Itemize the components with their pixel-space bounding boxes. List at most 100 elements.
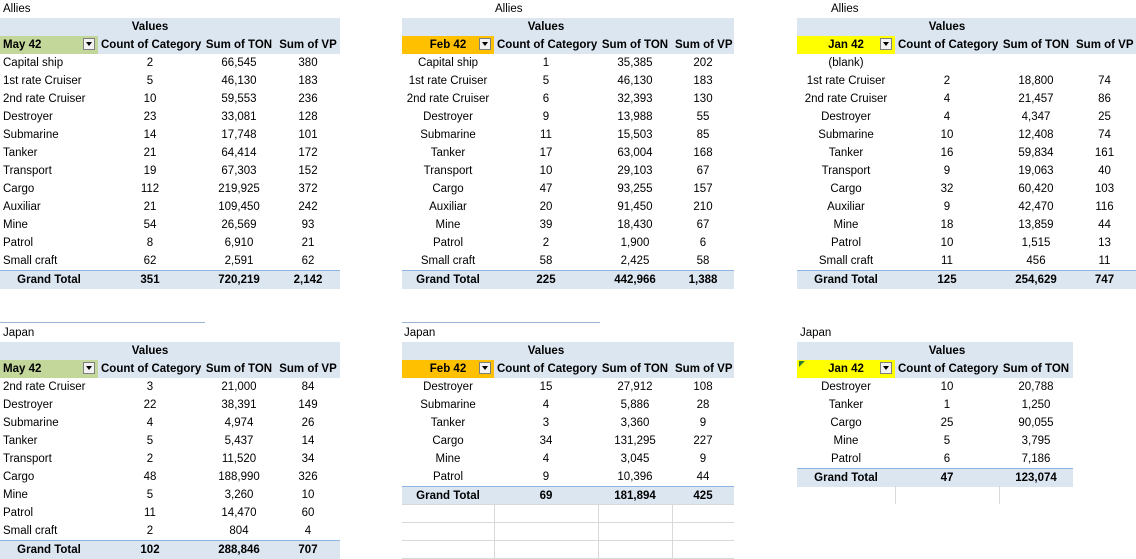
count-cell[interactable]: 10 (895, 126, 999, 144)
ton-cell[interactable]: 11,520 (202, 450, 276, 468)
ton-cell[interactable]: 19,063 (999, 162, 1073, 180)
ton-cell[interactable]: 6,910 (202, 234, 276, 252)
vp-cell[interactable]: 25 (1073, 108, 1136, 126)
ton-cell[interactable]: 29,103 (598, 162, 672, 180)
count-cell[interactable]: 14 (98, 126, 202, 144)
ton-cell[interactable]: 33,081 (202, 108, 276, 126)
count-cell[interactable]: 4 (494, 396, 598, 414)
category-cell[interactable]: Cargo (0, 468, 98, 486)
category-cell[interactable]: 2nd rate Cruiser (0, 378, 98, 396)
ton-cell[interactable]: 4,974 (202, 414, 276, 432)
ton-cell[interactable]: 2,425 (598, 252, 672, 271)
ton-cell[interactable]: 7,186 (999, 450, 1073, 469)
ton-cell[interactable]: 5,886 (598, 396, 672, 414)
count-cell[interactable] (895, 54, 999, 72)
filter-dropdown-icon[interactable] (880, 38, 892, 50)
ton-cell[interactable]: 1,250 (999, 396, 1073, 414)
vp-cell[interactable]: 210 (672, 198, 734, 216)
ton-cell[interactable]: 188,990 (202, 468, 276, 486)
vp-cell[interactable]: 74 (1073, 72, 1136, 90)
ton-cell[interactable]: 20,788 (999, 378, 1073, 396)
sum-of-vp-header[interactable]: Sum of VP (672, 36, 734, 54)
vp-cell[interactable]: 4 (276, 522, 340, 541)
total-count-cell[interactable]: 351 (98, 271, 202, 290)
sum-of-vp-header[interactable]: Sum of VP (276, 360, 340, 378)
sum-of-ton-header[interactable]: Sum of TON (999, 36, 1073, 54)
category-cell[interactable]: Cargo (0, 180, 98, 198)
vp-cell[interactable]: 101 (276, 126, 340, 144)
count-cell[interactable]: 10 (494, 162, 598, 180)
ton-cell[interactable]: 3,795 (999, 432, 1073, 450)
count-cell[interactable]: 2 (98, 522, 202, 541)
category-cell[interactable]: Mine (402, 216, 494, 234)
count-cell[interactable]: 54 (98, 216, 202, 234)
vp-cell[interactable] (1073, 54, 1136, 72)
category-cell[interactable]: Small craft (0, 252, 98, 271)
category-cell[interactable]: 1st rate Cruiser (402, 72, 494, 90)
ton-cell[interactable]: 10,396 (598, 468, 672, 487)
ton-cell[interactable]: 91,450 (598, 198, 672, 216)
count-cell[interactable]: 34 (494, 432, 598, 450)
count-cell[interactable]: 15 (494, 378, 598, 396)
filter-dropdown-icon[interactable] (83, 362, 95, 374)
category-cell[interactable]: Submarine (0, 126, 98, 144)
count-cell[interactable]: 10 (895, 234, 999, 252)
count-of-category-header[interactable]: Count of Category (494, 360, 598, 378)
vp-cell[interactable]: 67 (672, 216, 734, 234)
category-cell[interactable]: Tanker (402, 414, 494, 432)
vp-cell[interactable]: 242 (276, 198, 340, 216)
category-cell[interactable]: Small craft (0, 522, 98, 541)
sum-of-vp-header[interactable]: Sum of VP (672, 360, 734, 378)
vp-cell[interactable]: 157 (672, 180, 734, 198)
vp-cell[interactable]: 9 (672, 450, 734, 468)
row-label-filter[interactable]: Feb 42 (402, 36, 494, 54)
count-cell[interactable]: 5 (98, 432, 202, 450)
count-of-category-header[interactable]: Count of Category (98, 360, 202, 378)
category-cell[interactable]: 1st rate Cruiser (0, 72, 98, 90)
vp-cell[interactable]: 380 (276, 54, 340, 72)
vp-cell[interactable]: 28 (672, 396, 734, 414)
sum-of-ton-header[interactable]: Sum of TON (202, 36, 276, 54)
grand-total-label[interactable]: Grand Total (0, 271, 98, 290)
category-cell[interactable]: Small craft (797, 252, 895, 271)
vp-cell[interactable]: 172 (276, 144, 340, 162)
filter-dropdown-icon[interactable] (880, 362, 892, 374)
total-count-cell[interactable]: 125 (895, 271, 999, 290)
sum-of-ton-header[interactable]: Sum of TON (202, 360, 276, 378)
ton-cell[interactable]: 21,457 (999, 90, 1073, 108)
category-cell[interactable]: Small craft (402, 252, 494, 271)
vp-cell[interactable]: 9 (672, 414, 734, 432)
ton-cell[interactable]: 13,988 (598, 108, 672, 126)
category-cell[interactable]: Transport (0, 162, 98, 180)
category-cell[interactable]: Destroyer (0, 396, 98, 414)
ton-cell[interactable]: 93,255 (598, 180, 672, 198)
count-cell[interactable]: 16 (895, 144, 999, 162)
sum-of-ton-header[interactable]: Sum of TON (999, 360, 1073, 378)
vp-cell[interactable]: 372 (276, 180, 340, 198)
category-cell[interactable]: Patrol (402, 234, 494, 252)
vp-cell[interactable]: 149 (276, 396, 340, 414)
count-cell[interactable]: 2 (895, 72, 999, 90)
vp-cell[interactable]: 161 (1073, 144, 1136, 162)
ton-cell[interactable]: 456 (999, 252, 1073, 271)
category-cell[interactable]: Patrol (0, 504, 98, 522)
row-label-filter[interactable]: Jan 42 (797, 360, 895, 378)
count-cell[interactable]: 20 (494, 198, 598, 216)
ton-cell[interactable]: 4,347 (999, 108, 1073, 126)
category-cell[interactable]: Mine (402, 450, 494, 468)
vp-cell[interactable]: 62 (276, 252, 340, 271)
ton-cell[interactable]: 27,912 (598, 378, 672, 396)
ton-cell[interactable]: 3,260 (202, 486, 276, 504)
category-cell[interactable]: Patrol (797, 450, 895, 469)
ton-cell[interactable]: 21,000 (202, 378, 276, 396)
category-cell[interactable]: Destroyer (797, 108, 895, 126)
category-cell[interactable]: Destroyer (0, 108, 98, 126)
count-cell[interactable]: 112 (98, 180, 202, 198)
total-vp-cell[interactable]: 425 (672, 487, 734, 506)
category-cell[interactable]: 2nd rate Cruiser (0, 90, 98, 108)
vp-cell[interactable]: 74 (1073, 126, 1136, 144)
vp-cell[interactable]: 6 (672, 234, 734, 252)
total-ton-cell[interactable]: 720,219 (202, 271, 276, 290)
ton-cell[interactable]: 90,055 (999, 414, 1073, 432)
count-of-category-header[interactable]: Count of Category (494, 36, 598, 54)
